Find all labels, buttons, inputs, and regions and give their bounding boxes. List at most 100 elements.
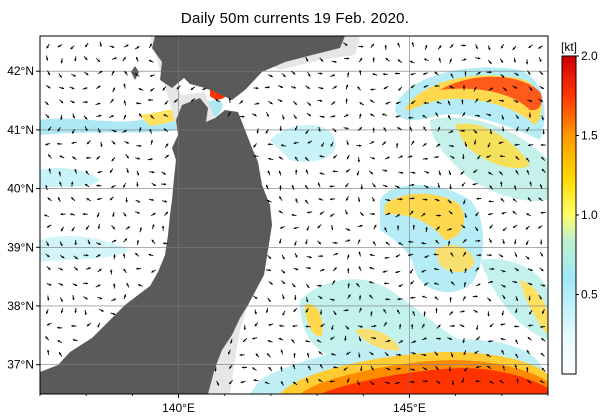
current-arrow <box>58 267 64 271</box>
grid-lines <box>40 36 548 394</box>
lat-tick-label: 40°N <box>7 182 34 196</box>
current-arrow <box>45 253 50 258</box>
current-arrow <box>60 58 64 64</box>
current-arrow <box>319 268 325 272</box>
current-arrow <box>459 324 465 328</box>
current-arrow <box>82 212 88 216</box>
current-arrow <box>330 353 337 356</box>
current-arrow <box>486 354 492 358</box>
current-arrow <box>86 322 92 327</box>
current-arrow <box>394 381 400 385</box>
current-arrow <box>369 141 375 145</box>
current-arrow <box>305 340 311 343</box>
land-masses <box>40 36 345 394</box>
current-arrow <box>134 46 140 50</box>
current-arrow <box>448 366 452 372</box>
current-arrow <box>461 182 466 187</box>
current-arrow <box>319 172 325 175</box>
current-arrow <box>83 282 89 285</box>
current-arrow <box>164 154 170 159</box>
current-arrow <box>330 224 334 230</box>
current-arrow <box>423 311 426 317</box>
current-arrow <box>344 335 347 341</box>
current-arrow <box>369 99 375 104</box>
current-arrow <box>46 283 52 286</box>
current-arrow <box>70 181 74 187</box>
current-arrow <box>57 142 63 146</box>
current-arrow <box>515 170 519 175</box>
current-arrow <box>122 212 127 217</box>
current-arrow <box>164 211 169 216</box>
current-arrow <box>307 140 313 144</box>
current-arrow <box>111 239 117 243</box>
current-arrow <box>83 115 88 120</box>
current-arrow <box>59 99 64 104</box>
current-arrow <box>462 296 466 301</box>
current-arrow <box>474 226 479 232</box>
current-arrow <box>489 380 494 385</box>
current-arrow <box>279 125 282 132</box>
current-arrow <box>57 197 61 202</box>
current-arrow <box>97 70 103 75</box>
current-arrow <box>502 87 508 92</box>
current-arrow <box>292 324 298 328</box>
current-arrow <box>97 170 103 174</box>
current-arrow <box>190 86 196 91</box>
current-arrow <box>412 311 416 317</box>
current-arrow <box>528 295 531 301</box>
current-arrow <box>359 211 364 217</box>
current-arrow <box>463 350 467 356</box>
current-arrow <box>47 70 51 76</box>
current-arrow <box>343 42 348 47</box>
current-arrow <box>396 353 402 357</box>
current-arrow <box>529 181 532 187</box>
current-arrow <box>151 269 156 273</box>
current-arrow <box>95 284 101 288</box>
current-arrow <box>84 309 87 316</box>
current-arrow <box>527 336 532 341</box>
current-arrow <box>489 129 493 135</box>
plot-frame <box>39 35 549 395</box>
current-arrow <box>306 112 312 117</box>
current-arrow <box>422 198 428 201</box>
current-arrow <box>448 210 453 215</box>
current-arrow <box>294 252 298 258</box>
current-arrow <box>70 45 75 50</box>
current-arrow <box>264 381 270 385</box>
current-arrow <box>124 71 128 76</box>
current-arrow <box>164 100 169 105</box>
map-title: Daily 50m currents 19 Feb. 2020. <box>180 10 410 27</box>
current-arrow <box>409 197 415 200</box>
current-arrow <box>282 310 286 316</box>
current-arrow <box>462 154 465 160</box>
current-arrow <box>345 209 348 215</box>
current-arrow <box>501 126 505 132</box>
current-arrow <box>421 337 427 341</box>
current-arrow <box>136 102 142 105</box>
current-arrow <box>305 129 310 135</box>
current-arrow <box>473 169 478 174</box>
colorbar-unit: [kt] <box>561 40 577 54</box>
current-arrow <box>409 60 415 64</box>
current-arrow <box>514 185 517 191</box>
current-arrow <box>357 126 363 131</box>
current-arrow <box>500 44 505 49</box>
current-arrow <box>345 196 349 201</box>
current-arrow <box>60 226 64 232</box>
colorbar-tick-label: 0.5 <box>581 288 598 302</box>
current-arrow <box>394 185 400 189</box>
current-arrow <box>45 336 50 341</box>
current-arrow <box>512 85 518 89</box>
current-arrow <box>381 113 387 116</box>
current-arrow <box>317 224 322 229</box>
current-arrow <box>60 308 64 314</box>
current-arrow <box>540 143 546 147</box>
current-arrow <box>515 339 519 345</box>
current-arrow <box>162 86 167 91</box>
current-arrow <box>150 139 153 145</box>
current-arrow <box>163 128 169 132</box>
current-arrow <box>422 157 428 161</box>
current-arrow <box>359 69 362 76</box>
current-arrow <box>83 254 89 257</box>
current-arrow <box>316 284 322 287</box>
